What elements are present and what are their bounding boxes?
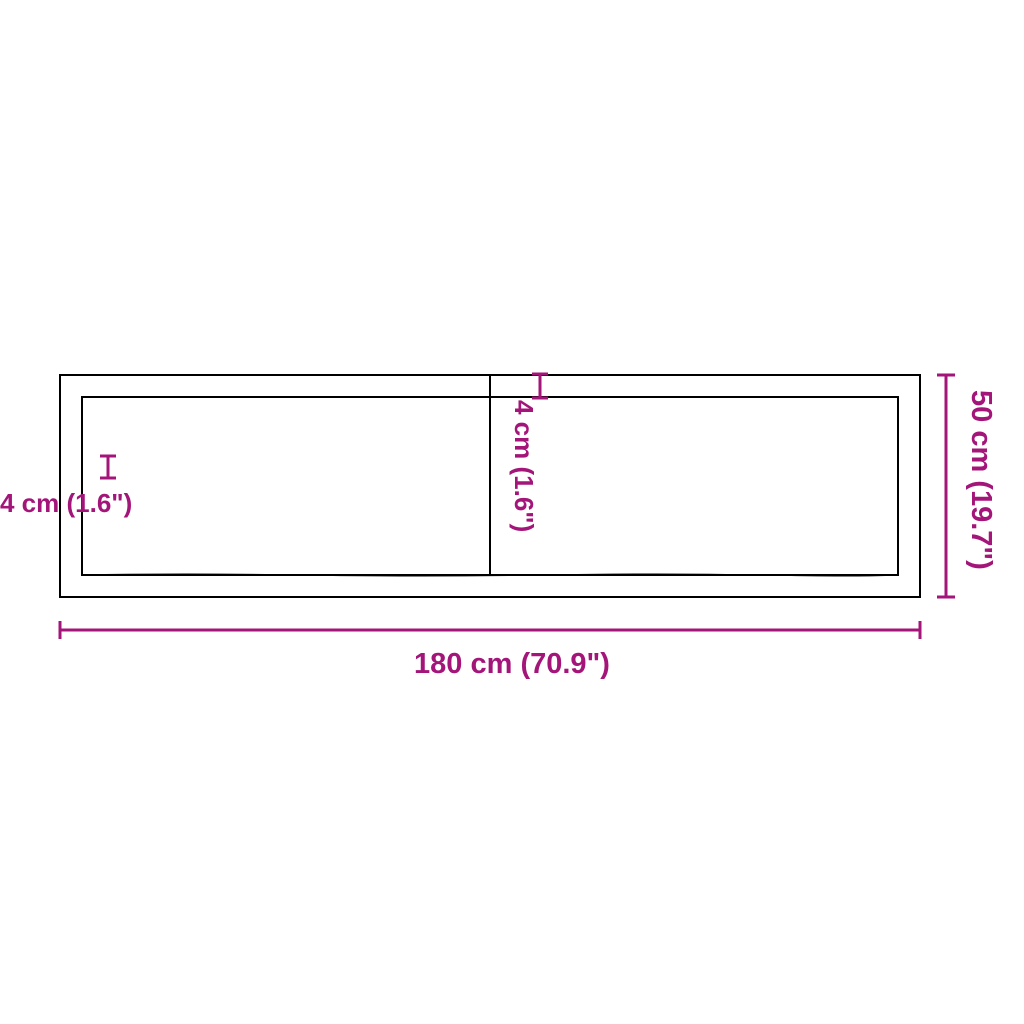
dim-height-label: 50 cm (19.7") [964,390,997,570]
dim-center-gap-label: 4 cm (1.6") [508,400,539,532]
dim-height [937,375,955,597]
dim-width [60,621,920,639]
dim-left-gap-label: 4 cm (1.6") [0,488,96,519]
dim-center-gap-mark [532,374,548,398]
diagram-stage: 180 cm (70.9") 50 cm (19.7") 4 cm (1.6")… [0,0,1024,1024]
dim-left-gap-mark [100,456,116,478]
dim-width-label: 180 cm (70.9") [0,648,1024,681]
